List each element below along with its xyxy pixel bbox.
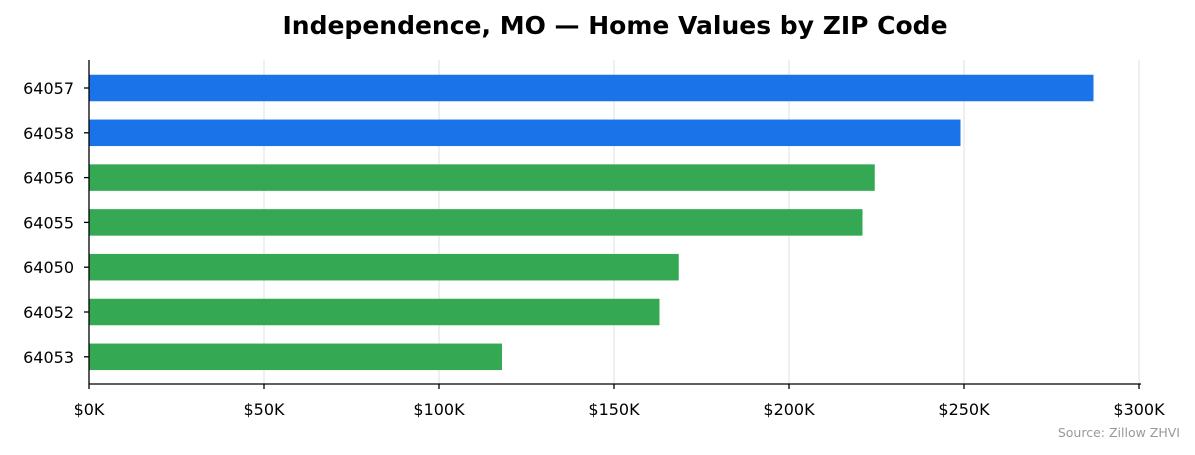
bar-64056 <box>89 164 875 191</box>
x-tick-label: $200K <box>763 400 815 419</box>
y-tick-label: 64058 <box>23 124 74 143</box>
x-tick-label: $50K <box>243 400 285 419</box>
ticks: 64057 64058 64056 64055 64050 64052 64053 $0K $5… <box>23 79 1165 419</box>
y-tick-label: 64055 <box>23 213 74 232</box>
bar-64053 <box>89 343 502 371</box>
y-tick-label: 64056 <box>23 169 74 188</box>
bar-64052 <box>89 298 660 326</box>
bar-64058 <box>89 119 961 147</box>
bar-64055 <box>89 209 863 236</box>
bar-64057 <box>89 74 1094 102</box>
bar-64050 <box>89 253 679 281</box>
y-tick-label: 64057 <box>23 79 74 98</box>
source-note: Source: Zillow ZHVI <box>1058 425 1180 440</box>
x-tick-label: $150K <box>588 400 640 419</box>
y-tick-label: 64050 <box>23 258 74 277</box>
x-tick-label: $250K <box>938 400 990 419</box>
x-tick-label: $100K <box>413 400 465 419</box>
x-tick-label: $0K <box>74 400 105 419</box>
y-tick-label: 64053 <box>23 348 74 367</box>
bars <box>89 74 1094 371</box>
chart-title: Independence, MO — Home Values by ZIP Co… <box>282 11 947 40</box>
x-tick-label: $300K <box>1113 400 1165 419</box>
y-tick-label: 64052 <box>23 303 74 322</box>
